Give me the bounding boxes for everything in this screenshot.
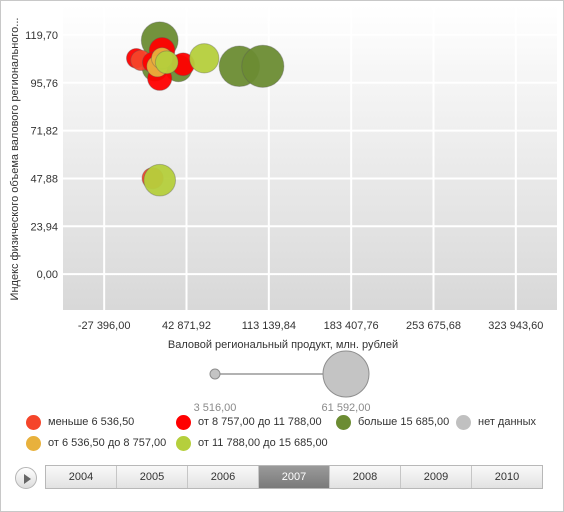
legend-label: меньше 6 536,50 (48, 416, 135, 428)
play-button[interactable] (15, 467, 37, 489)
legend-swatch (26, 435, 41, 451)
year-tab[interactable]: 2009 (401, 466, 472, 488)
year-tab[interactable]: 2008 (330, 466, 401, 488)
year-tab[interactable]: 2004 (46, 466, 117, 488)
legend-item[interactable]: от 6 536,50 до 8 757,00 (26, 434, 166, 452)
x-axis-ticks: -27 396,00 42 871,92 113 139,84 183 407,76 2… (78, 320, 544, 332)
legend-label: от 6 536,50 до 8 757,00 (48, 437, 167, 449)
year-tab[interactable]: 2006 (188, 466, 259, 488)
y-tick-label: 119,70 (25, 30, 58, 42)
size-legend: 3 516,00 61 592,00 (194, 350, 371, 414)
legend-swatch (26, 414, 41, 430)
bubble (189, 43, 220, 74)
y-tick-label: 71,82 (30, 126, 58, 138)
x-tick-label: 113 139,84 (242, 320, 296, 332)
x-tick-label: 253 675,68 (406, 320, 461, 332)
play-icon (24, 474, 31, 484)
year-tab[interactable]: 2005 (117, 466, 188, 488)
bubble (154, 50, 179, 75)
size-legend-min-label: 3 516,00 (194, 402, 237, 414)
y-tick-label: 47,88 (30, 173, 58, 185)
timeline: 2004 2005 2006 2007 2008 2009 2010 (15, 465, 543, 491)
legend-item[interactable]: от 11 788,00 до 15 685,00 (176, 434, 328, 452)
legend-item[interactable]: больше 15 685,00 (336, 413, 449, 431)
y-tick-label: 23,94 (30, 221, 58, 233)
y-axis-ticks: 0,00 23,94 47,88 71,82 95,76 119,70 (25, 30, 58, 281)
legend-label: больше 15 685,00 (358, 416, 450, 428)
bubbles (125, 21, 285, 197)
bubble (143, 163, 177, 197)
year-selector: 2004 2005 2006 2007 2008 2009 2010 (45, 465, 543, 489)
legend-swatch (456, 414, 471, 430)
size-legend-min-bubble (209, 368, 221, 380)
x-tick-label: 42 871,92 (162, 320, 211, 332)
legend-item[interactable]: меньше 6 536,50 (26, 413, 134, 431)
legend-swatch (176, 435, 191, 451)
legend-label: от 8 757,00 до 11 788,00 (198, 416, 322, 428)
legend-label: нет данных (478, 416, 537, 428)
bubble-chart: 0,00 23,94 47,88 71,82 95,76 119,70 -27 396,0… (9, 5, 557, 414)
x-axis-title: Валовой региональный продукт, млн. рубле… (168, 339, 398, 351)
legend-item[interactable]: от 8 757,00 до 11 788,00 (176, 413, 322, 431)
size-legend-max-bubble (322, 350, 370, 398)
x-tick-label: 183 407,76 (324, 320, 379, 332)
legend-label: от 11 788,00 до 15 685,00 (198, 437, 328, 449)
x-tick-label: 323 943,60 (488, 320, 543, 332)
year-tab[interactable]: 2007 (259, 466, 330, 488)
color-legend: меньше 6 536,50 от 8 757,00 до 11 788,00… (26, 413, 556, 453)
legend-item[interactable]: нет данных (456, 413, 536, 431)
x-tick-label: -27 396,00 (78, 320, 131, 332)
bubble (241, 44, 285, 88)
legend-swatch (176, 414, 191, 430)
year-tab[interactable]: 2010 (472, 466, 542, 488)
y-tick-label: 95,76 (30, 78, 58, 90)
legend-swatch (336, 414, 351, 430)
y-tick-label: 0,00 (37, 269, 58, 281)
size-legend-max-label: 61 592,00 (322, 402, 371, 414)
y-axis-title: Индекс физического объема валового регио… (9, 18, 21, 301)
